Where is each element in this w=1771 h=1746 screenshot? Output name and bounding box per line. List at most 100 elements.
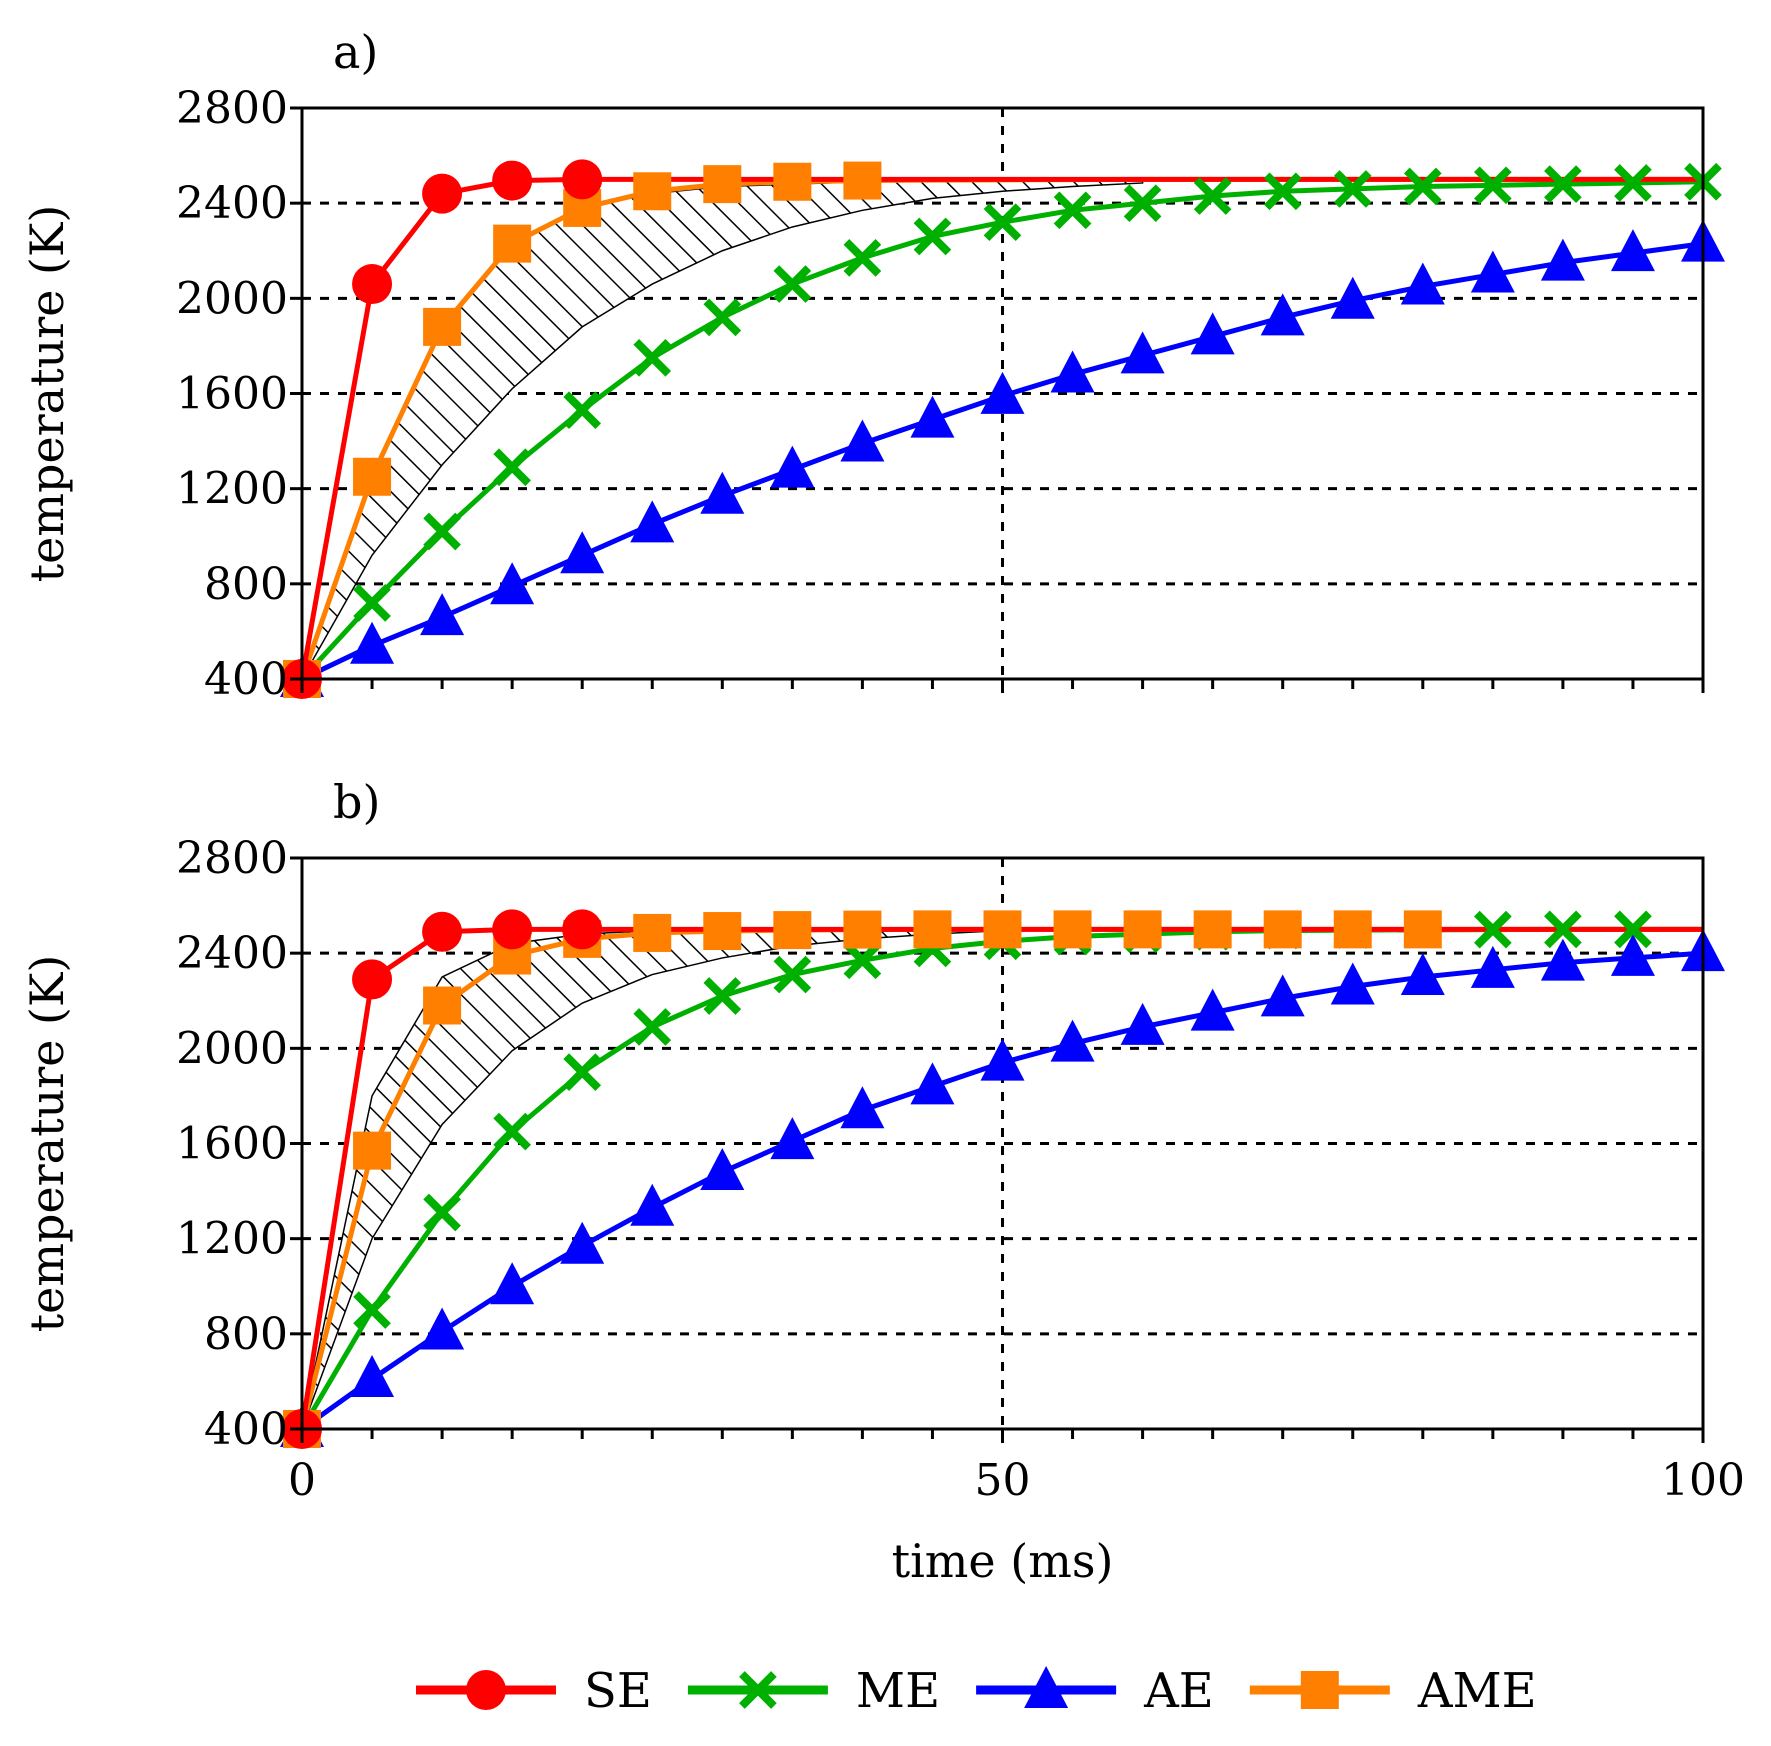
marker-ae	[490, 1262, 535, 1305]
marker-ae	[350, 621, 395, 664]
marker-me	[1193, 177, 1232, 215]
marker-ae	[700, 471, 745, 514]
x-tick-label: 100	[1661, 1455, 1745, 1506]
marker-ame	[423, 986, 462, 1025]
y-tick-label: 400	[204, 654, 288, 705]
marker-ae	[1260, 293, 1305, 336]
y-axis-label: temperature (K)	[20, 205, 74, 583]
y-tick-label: 400	[204, 1404, 288, 1455]
marker-me	[1544, 165, 1582, 203]
y-tick-label: 2800	[176, 83, 288, 134]
legend-label: SE	[584, 1663, 652, 1719]
y-tick-label: 2800	[176, 833, 288, 884]
marker-ame	[353, 1131, 392, 1170]
y-axis-label: temperature (K)	[20, 955, 74, 1333]
legend-item-ame: AME	[1249, 1663, 1537, 1719]
marker-ae	[910, 1062, 955, 1105]
marker-me	[983, 203, 1022, 242]
marker-ame	[703, 165, 742, 204]
marker-ae	[630, 1183, 675, 1226]
marker-ae	[1400, 262, 1445, 305]
marker-me	[1333, 170, 1372, 208]
marker-ame	[1333, 910, 1372, 949]
panel-label: a)	[333, 25, 378, 79]
y-tick-label: 2000	[176, 273, 288, 324]
marker-ae	[560, 531, 605, 574]
marker-ame	[353, 457, 392, 496]
marker-ae	[1120, 331, 1165, 374]
marker-se	[352, 264, 393, 305]
marker-ame	[1123, 910, 1162, 949]
marker-me	[843, 941, 882, 980]
panel-b: 400 800 1200 1600 2000 2400 2800 0 50 100 temperat…	[20, 775, 1745, 1588]
uncertainty-band	[301, 178, 1144, 680]
marker-ae	[1330, 962, 1375, 1005]
marker-me	[1614, 164, 1652, 202]
marker-ae	[1470, 250, 1515, 293]
y-tick-label: 800	[204, 559, 288, 610]
marker-ae	[840, 419, 885, 462]
marker-ae	[1330, 276, 1375, 319]
marker-ae	[980, 1038, 1025, 1081]
marker-se	[422, 911, 463, 952]
marker-ae	[1260, 974, 1305, 1017]
y-tick-label: 2000	[176, 1023, 288, 1074]
marker-se	[352, 959, 393, 1000]
marker-ae	[980, 371, 1025, 414]
marker-me	[353, 1291, 391, 1329]
marker-se	[562, 159, 603, 200]
series-line-se	[299, 176, 1703, 680]
marker-ame	[703, 912, 742, 951]
marker-ae	[1400, 952, 1445, 995]
marker-ae	[1050, 350, 1095, 393]
marker-me	[1403, 167, 1442, 206]
marker-se	[562, 909, 603, 950]
panel-a: 400 800 1200 1600 2000 2400 2800 temperature (K…	[20, 25, 1725, 705]
marker-ae	[420, 1307, 465, 1350]
y-tick-label: 800	[204, 1309, 288, 1360]
marker-ae	[840, 1086, 885, 1129]
legend-item-se: SE	[416, 1663, 652, 1719]
marker-ame	[1403, 910, 1442, 949]
marker-ame	[423, 307, 462, 346]
marker-ame	[1263, 910, 1302, 949]
marker-ae	[1190, 312, 1235, 355]
legend-marker-me	[739, 1671, 777, 1709]
marker-ae	[770, 1117, 815, 1160]
y-tick-label: 2400	[176, 928, 288, 979]
marker-ae	[1190, 988, 1235, 1031]
y-tick-label: 1600	[176, 1119, 288, 1170]
marker-ame	[843, 161, 882, 200]
marker-ae	[490, 562, 535, 605]
marker-ame	[773, 911, 812, 950]
marker-me	[1474, 910, 1512, 949]
legend-marker-se	[466, 1670, 506, 1710]
x-tick-label: 0	[288, 1455, 316, 1506]
marker-ae	[1540, 938, 1585, 981]
x-tick-label: 50	[975, 1455, 1031, 1506]
marker-ae	[700, 1148, 745, 1191]
marker-ame	[1053, 910, 1092, 949]
marker-ame	[1193, 910, 1232, 949]
marker-me	[1053, 191, 1092, 230]
marker-ame	[633, 913, 672, 952]
marker-ae	[910, 395, 955, 438]
marker-me	[843, 239, 882, 277]
marker-ae	[1470, 945, 1515, 988]
marker-ae	[560, 1221, 605, 1264]
marker-ame	[633, 172, 672, 211]
y-tick-label: 2400	[176, 178, 288, 229]
marker-ae	[1120, 1002, 1165, 1045]
legend-marker-ae	[1024, 1666, 1069, 1708]
panel-label: b)	[333, 775, 380, 829]
legend-label: AME	[1417, 1663, 1537, 1719]
marker-se	[492, 160, 533, 201]
marker-ae	[1610, 933, 1655, 976]
marker-me	[1263, 172, 1302, 211]
marker-ae	[350, 1355, 395, 1398]
legend-item-me: ME	[687, 1663, 940, 1719]
y-tick-label: 1200	[176, 1214, 288, 1265]
marker-me	[703, 298, 742, 337]
marker-ae	[1050, 1019, 1095, 1062]
